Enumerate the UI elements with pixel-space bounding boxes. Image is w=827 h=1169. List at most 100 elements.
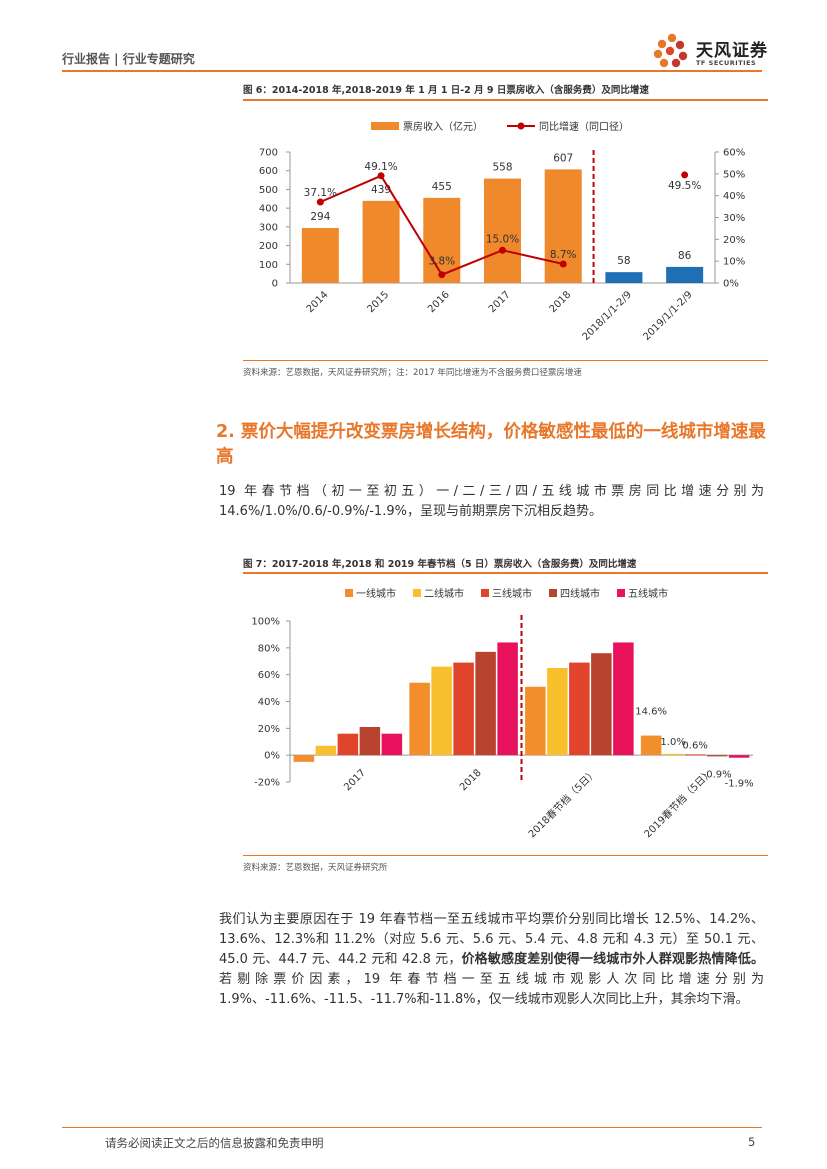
- y2-tick-label: 50%: [723, 169, 745, 180]
- x-category-label: 2018春节档（5日）: [525, 766, 599, 840]
- logo-chinese-name: 天风证券: [696, 41, 768, 61]
- bar-tier: [591, 653, 612, 756]
- legend-label-growth: 同比增速（同口径）: [539, 120, 629, 133]
- x-category-label: 2018/1/1-2/9: [581, 289, 634, 342]
- legend-label-box-office: 票房收入（亿元）: [403, 120, 483, 133]
- y-tick-label: 100%: [251, 617, 280, 628]
- y-tick-label: 80%: [258, 643, 280, 654]
- value-label-2019: 0.6%: [682, 740, 707, 751]
- analysis-text-part1: 我们认为主要原因在于 19 年春节档一至五线城市平均票价分别同比增长 12.5%…: [219, 912, 764, 967]
- legend-label-tier: 一线城市: [356, 587, 396, 600]
- analysis-text-bold: 价格敏感度差别使得一线城市外人群观影热情降低。: [461, 952, 764, 967]
- y-tick-label: 20%: [258, 724, 280, 735]
- legend-swatch-tier: [413, 589, 421, 597]
- y-tick-label: 40%: [258, 697, 280, 708]
- bar-tier: [613, 642, 634, 756]
- growth-value-label: 8.7%: [550, 249, 577, 261]
- footer-disclaimer: 请务必阅读正文之后的信息披露和免责申明: [105, 1136, 324, 1150]
- y-tick-label: 500: [259, 185, 278, 196]
- growth-value-label: 3.8%: [428, 256, 455, 268]
- figure7-bottom-rule: [243, 855, 768, 856]
- x-category-label: 2017: [487, 289, 513, 315]
- y-tick-label: 60%: [258, 670, 280, 681]
- logo-english-name: TF SECURITIES: [696, 59, 757, 67]
- x-category-label: 2017: [342, 768, 368, 794]
- y-tick-label: 300: [259, 222, 278, 233]
- bar-box-office: [605, 272, 643, 283]
- x-category-label: 2016: [426, 289, 452, 315]
- legend-label-tier: 二线城市: [424, 587, 464, 600]
- bar-tier: [706, 755, 728, 757]
- growth-value-label: 49.5%: [668, 180, 701, 192]
- bar-tier: [381, 733, 403, 756]
- x-category-label: 2019/1/1-2/9: [641, 289, 694, 342]
- bar-box-office: [666, 266, 704, 283]
- figure6-chart: 票房收入（亿元） 同比增速（同口径） 0 100 200 300 400 500 600 700 0…: [259, 120, 745, 343]
- figure6-title: 图 6：2014-2018 年,2018-2019 年 1 月 1 日-2 月 …: [243, 85, 649, 96]
- value-label-2019: -0.9%: [703, 769, 732, 780]
- figure7-source: 资料来源：艺恩数据，天风证券研究所: [243, 863, 388, 873]
- figure7-title: 图 7：2017-2018 年,2018 和 2019 年春节档（5 日）票房收…: [243, 559, 637, 570]
- y-tick-label: 0: [272, 279, 278, 290]
- page-number: 5: [748, 1135, 756, 1149]
- growth-point: [316, 198, 324, 206]
- bar-value-label: 558: [492, 162, 512, 174]
- y2-tick-label: 0%: [723, 279, 739, 290]
- bar-tier: [525, 686, 546, 756]
- y2-tick-label: 40%: [723, 191, 745, 202]
- legend-swatch-tier: [481, 589, 489, 597]
- bar-tier: [547, 667, 568, 756]
- x-category-label: 2015: [365, 289, 391, 315]
- bar-tier: [475, 651, 496, 756]
- y2-tick-label: 20%: [723, 235, 745, 246]
- value-label-2019: -1.9%: [725, 779, 754, 790]
- y2-tick-label: 60%: [723, 148, 745, 159]
- bar-tier: [640, 735, 662, 756]
- header-divider: [62, 70, 762, 72]
- x-category-label: 2019春节档（5日）: [641, 766, 715, 840]
- figure7-chart: 一线城市 二线城市 三线城市 四线城市 五线城市 -20% 0% 20% 40% 60% 80% 10…: [251, 587, 754, 840]
- company-logo: [653, 33, 688, 68]
- bar-value-label: 439: [371, 184, 391, 196]
- bar-value-label: 607: [553, 152, 573, 164]
- figure6-source: 资料来源：艺恩数据，天风证券研究所；注：2017 年同比增速为不含服务费口径票房…: [243, 368, 582, 378]
- analysis-text-part2: 若剔除票价因素，19 年春节档一至五线城市观影人次同比增速分别为 1.9%、-1…: [219, 972, 764, 1007]
- legend-marker-growth: [517, 122, 525, 130]
- y-tick-label: 600: [259, 166, 278, 177]
- bar-tier: [293, 755, 315, 762]
- legend-swatch-tier: [617, 589, 625, 597]
- y-tick-label: 400: [259, 204, 278, 215]
- bar-value-label: 86: [678, 250, 692, 262]
- bar-box-office: [484, 178, 521, 283]
- growth-point: [438, 271, 446, 279]
- bar-box-office: [362, 200, 400, 283]
- legend-swatch-box-office: [371, 122, 399, 130]
- bar-tier: [728, 755, 750, 758]
- bar-tier: [337, 733, 359, 756]
- bar-value-label: 58: [617, 255, 630, 267]
- y-tick-label: -20%: [254, 778, 280, 789]
- growth-point: [681, 171, 689, 179]
- bar-value-label: 294: [310, 211, 330, 223]
- figure6-top-rule: [243, 99, 768, 101]
- growth-point: [377, 172, 385, 180]
- bar-tier: [359, 726, 381, 756]
- bar-tier: [409, 682, 430, 756]
- bar-value-label: 455: [432, 181, 452, 193]
- value-label-2019: 1.0%: [660, 737, 685, 748]
- bar-box-office: [301, 227, 339, 283]
- growth-value-label: 15.0%: [486, 233, 519, 245]
- section-title: 2. 票价大幅提升改变票房增长结构，价格敏感性最低的一线城市增速最高: [216, 422, 766, 467]
- report-category: 行业报告 | 行业专题研究: [62, 52, 195, 66]
- bar-tier: [662, 753, 684, 756]
- legend-label-tier: 三线城市: [492, 587, 532, 600]
- y2-tick-label: 10%: [723, 257, 745, 268]
- growth-value-label: 49.1%: [364, 161, 397, 173]
- value-label-2019: 14.6%: [635, 707, 667, 718]
- bar-tier: [453, 662, 474, 756]
- legend-swatch-tier: [549, 589, 557, 597]
- y-tick-label: 700: [259, 148, 278, 159]
- bar-tier: [684, 754, 706, 756]
- analysis-paragraph: 我们认为主要原因在于 19 年春节档一至五线城市平均票价分别同比增长 12.5%…: [219, 910, 764, 1010]
- y-tick-label: 100: [259, 260, 278, 271]
